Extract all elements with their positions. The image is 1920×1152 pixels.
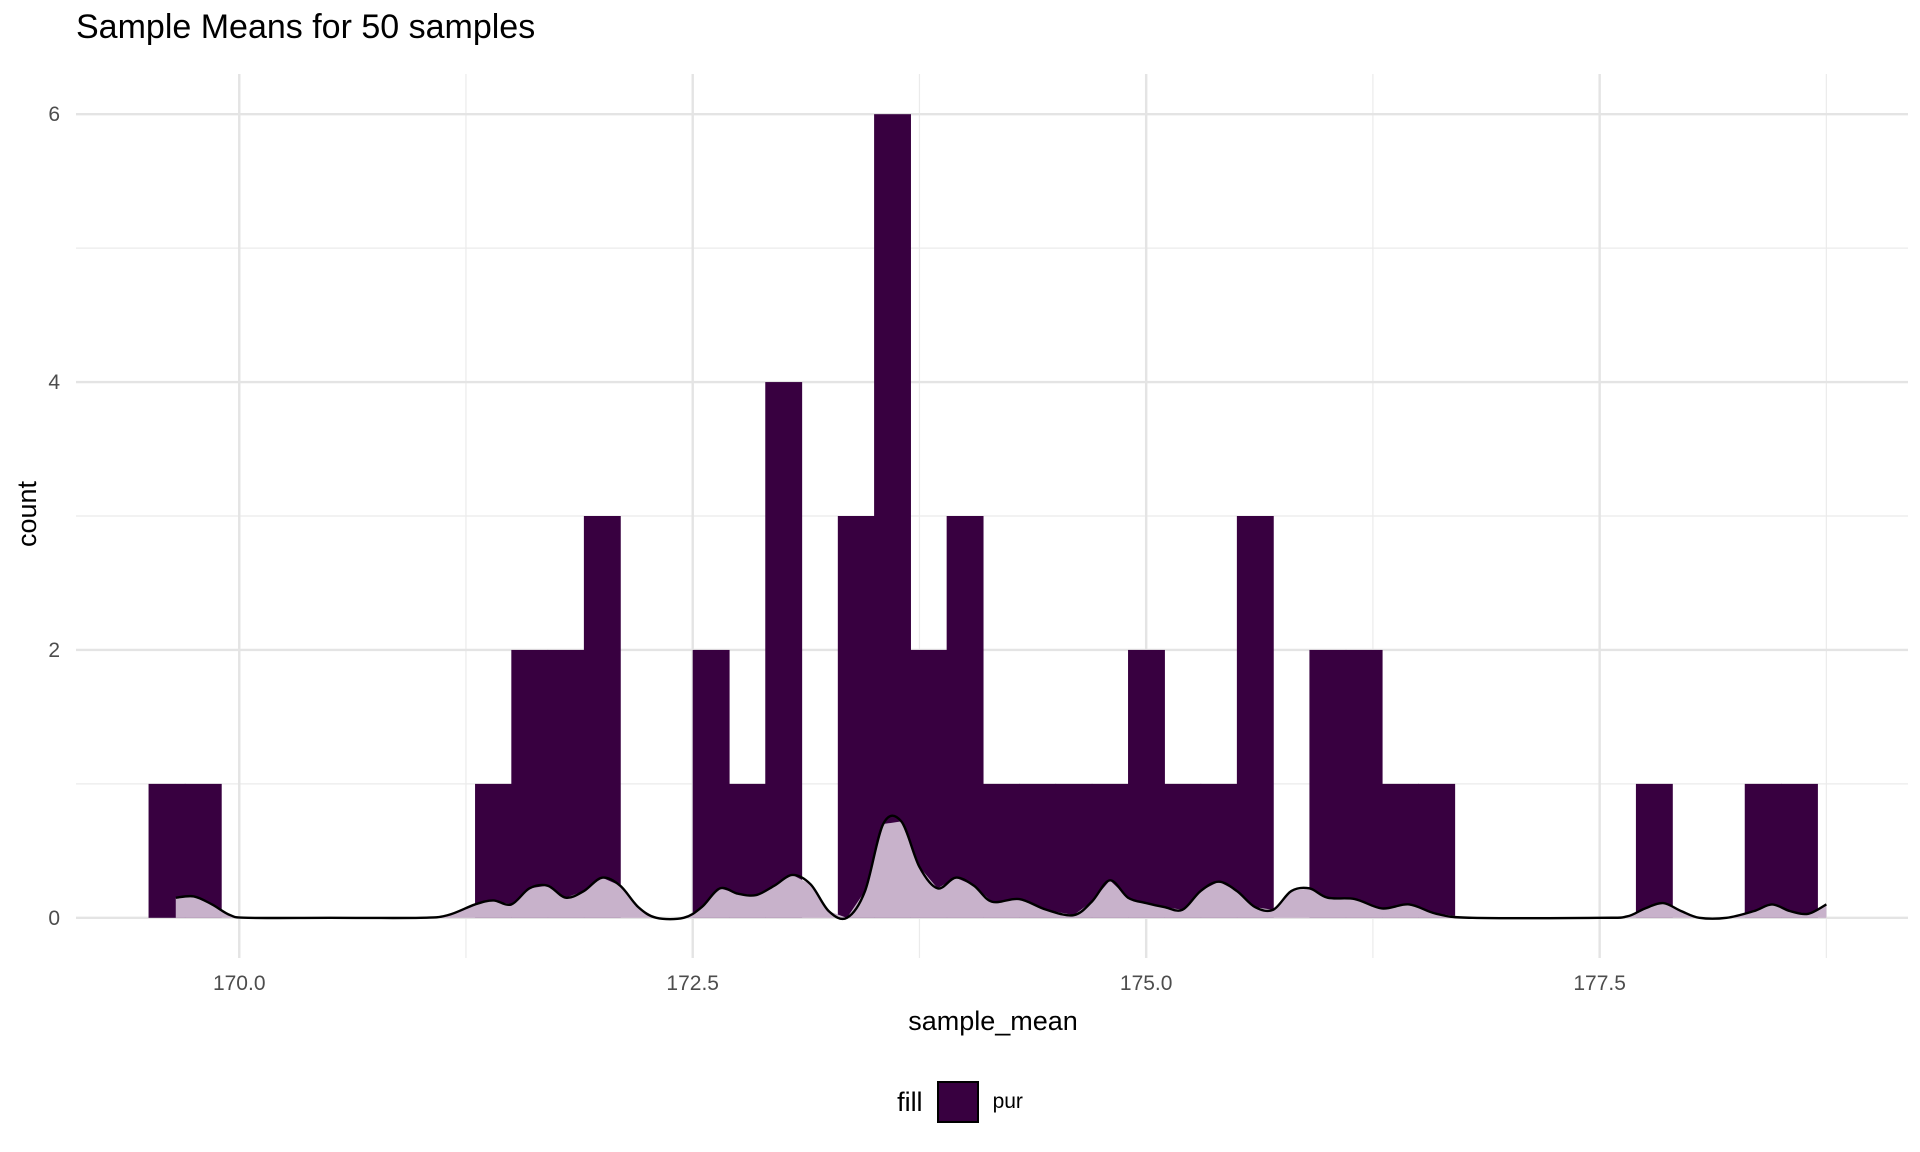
histogram-bars	[148, 114, 1818, 918]
histogram-bar	[1055, 783, 1093, 918]
histogram-bar	[547, 649, 585, 918]
histogram-bar	[874, 114, 911, 918]
x-tick-label: 172.5	[666, 972, 719, 995]
histogram-bar	[692, 649, 730, 918]
histogram-bar	[511, 649, 549, 918]
y-tick-label: 6	[48, 103, 60, 126]
histogram-bar	[583, 516, 621, 918]
histogram-bar	[765, 382, 803, 918]
legend: fill pur	[0, 1078, 1920, 1126]
legend-key-swatch	[936, 1081, 979, 1123]
x-axis-ticks: 170.0 172.5 175.0 177.5	[213, 972, 1626, 995]
y-axis-ticks: 0 2 4 6	[48, 103, 60, 930]
histogram-bar	[837, 516, 875, 918]
histogram-bar	[946, 516, 984, 918]
histogram-bar	[1418, 783, 1456, 918]
density-line	[175, 814, 1827, 921]
histogram-bar	[1019, 783, 1057, 918]
histogram-bar	[1381, 783, 1419, 918]
density-curve	[175, 814, 1827, 921]
histogram-bar	[148, 783, 186, 918]
legend-label: pur	[992, 1090, 1023, 1113]
grid-minor-lines	[76, 74, 1908, 958]
x-tick-label: 177.5	[1573, 972, 1626, 995]
y-tick-label: 4	[48, 371, 60, 394]
histogram-bar	[475, 783, 512, 918]
histogram-bar	[982, 783, 1020, 918]
y-axis-title: count	[12, 480, 42, 547]
y-tick-label: 2	[48, 639, 60, 662]
y-tick-label: 0	[48, 907, 60, 930]
histogram-bar	[1781, 783, 1818, 918]
x-tick-label: 175.0	[1120, 972, 1173, 995]
histogram-bar	[1635, 783, 1673, 918]
histogram-bar	[1128, 649, 1165, 918]
histogram-bar	[1744, 783, 1782, 918]
histogram-bar	[1236, 516, 1274, 918]
histogram-bar	[1345, 649, 1383, 918]
histogram-bar	[1309, 649, 1347, 918]
x-axis-title: sample_mean	[908, 1006, 1078, 1036]
density-area	[175, 821, 1827, 918]
legend-title: fill	[897, 1086, 923, 1117]
x-tick-label: 170.0	[213, 972, 266, 995]
chart-title: Sample Means for 50 samples	[76, 8, 536, 46]
